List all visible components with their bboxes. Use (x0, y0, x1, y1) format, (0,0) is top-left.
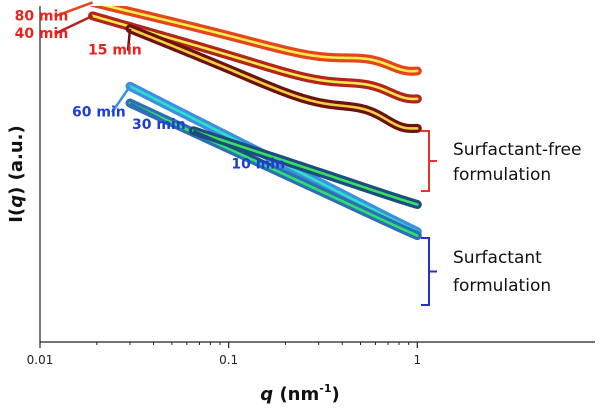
group-label-line2: formulation (453, 165, 551, 185)
series-80-min (89, 6, 422, 76)
x-ticks: 0.01 0.1 1 (27, 342, 421, 367)
fit-line (101, 6, 419, 73)
label-leader (192, 129, 272, 166)
series-10-min (188, 126, 422, 209)
series-label: 30 min (132, 117, 186, 133)
group-label-line1: Surfactant (453, 248, 542, 268)
x-tick-label: 1 (413, 353, 421, 367)
series-15-min (125, 24, 422, 133)
axes (39, 6, 595, 343)
label-leader (110, 85, 132, 113)
series-labels: 80 min 40 min 15 min 60 min 30 min 10 min (15, 1, 285, 173)
label-leader (129, 101, 173, 127)
fit-line (192, 129, 419, 206)
group-bracket: Surfactant formulation (421, 237, 551, 306)
plot-area (88, 6, 422, 241)
series-label: 15 min (88, 43, 142, 59)
x-tick-label: 0.01 (27, 353, 54, 367)
series-label: 40 min (15, 26, 69, 42)
series-label: 80 min (15, 8, 69, 24)
bracket-shape (421, 130, 437, 192)
y-axis-label: I(q) (a.u.) (6, 125, 27, 222)
label-leader (54, 14, 94, 35)
series-label: 10 min (231, 157, 285, 173)
x-tick-label: 0.1 (219, 353, 238, 367)
fit-line (128, 101, 419, 237)
label-leader (54, 1, 94, 18)
group-bracket: Surfactant-free formulation (421, 130, 581, 192)
label-leader (126, 28, 132, 51)
group-brackets: Surfactant-free formulation Surfactant form… (421, 130, 581, 306)
series-30-min (125, 98, 422, 241)
group-label-line1: Surfactant-free (453, 140, 581, 160)
bracket-shape (421, 237, 437, 306)
series-label: 60 min (72, 104, 126, 120)
x-axis-label: q (nm-1) (260, 382, 339, 405)
group-label-line2: formulation (453, 276, 551, 296)
fit-line (128, 27, 419, 130)
